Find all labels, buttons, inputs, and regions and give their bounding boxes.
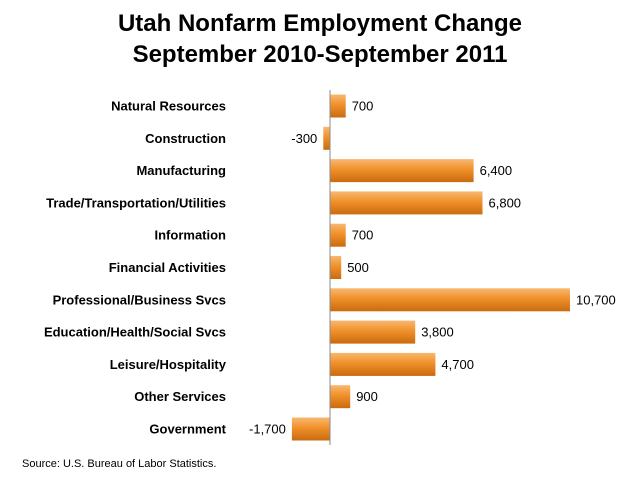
data-label-10: -1,700 (249, 422, 286, 437)
category-label-4: Information (155, 228, 227, 243)
data-label-1: -300 (291, 131, 317, 146)
bar-0 (330, 94, 346, 118)
bar-10 (291, 417, 330, 441)
data-label-8: 4,700 (441, 357, 474, 372)
chart-title-line2: September 2010-September 2011 (132, 41, 508, 68)
data-label-9: 900 (356, 389, 378, 404)
data-label-6: 10,700 (576, 292, 616, 307)
data-label-4: 700 (352, 228, 374, 243)
category-label-1: Construction (145, 131, 226, 146)
data-label-7: 3,800 (421, 325, 454, 340)
data-label-3: 6,800 (489, 195, 522, 210)
bar-4 (330, 223, 346, 247)
data-label-2: 6,400 (480, 163, 513, 178)
bar-2 (330, 159, 474, 183)
source-note: Source: U.S. Bureau of Labor Statistics. (22, 458, 217, 470)
bar-8 (330, 352, 436, 376)
chart-title-line1: Utah Nonfarm Employment Change (117, 10, 523, 37)
bar-7 (330, 320, 416, 344)
category-label-6: Professional/Business Svcs (53, 292, 226, 307)
bar-9 (330, 385, 351, 409)
bar-3 (330, 191, 483, 215)
data-label-5: 500 (347, 260, 369, 275)
bar-1 (323, 126, 330, 150)
category-label-7: Education/Health/Social Svcs (44, 325, 226, 340)
category-label-9: Other Services (134, 389, 226, 404)
data-label-0: 700 (352, 99, 374, 114)
chart-title: Utah Nonfarm Employment Change September… (0, 8, 640, 70)
category-label-0: Natural Resources (111, 99, 226, 114)
bar-5 (330, 256, 342, 279)
category-label-3: Trade/Transportation/Utilities (46, 195, 226, 210)
category-label-5: Financial Activities (109, 260, 226, 275)
category-label-8: Leisure/Hospitality (110, 357, 227, 372)
bar-6 (330, 288, 570, 312)
category-label-10: Government (149, 422, 226, 437)
category-label-2: Manufacturing (136, 163, 226, 178)
